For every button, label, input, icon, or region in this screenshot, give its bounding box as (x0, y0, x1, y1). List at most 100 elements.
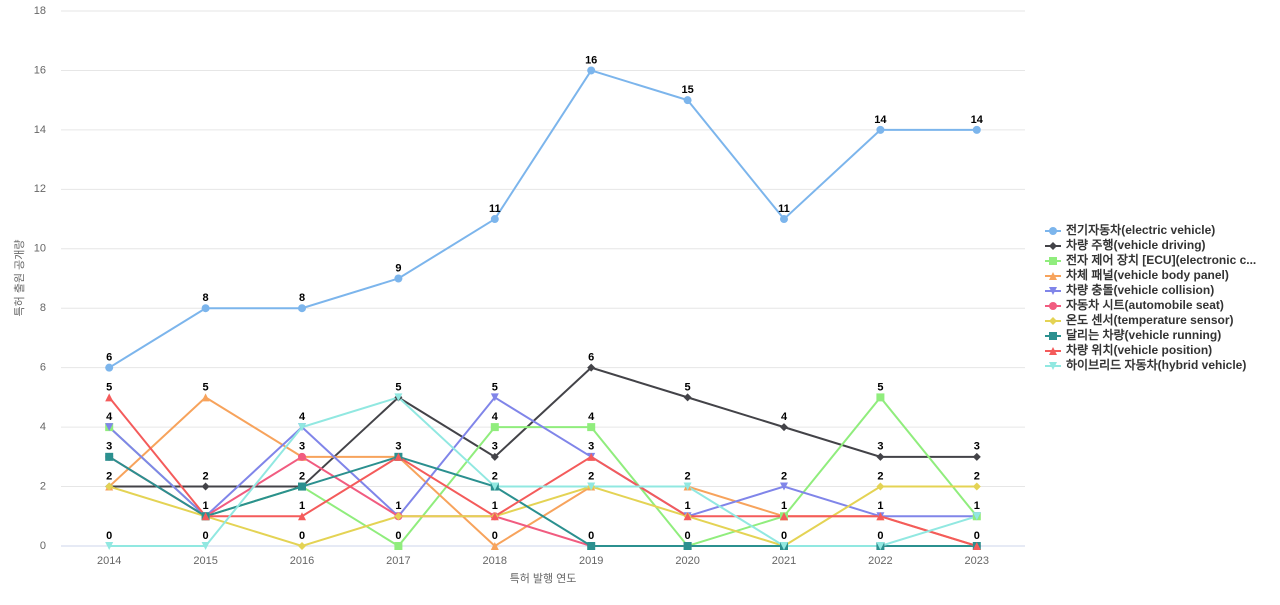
point (1049, 242, 1057, 250)
data-label: 1 (974, 500, 980, 512)
point (298, 542, 306, 550)
legend-item[interactable]: 온도 센서(temperature sensor) (1045, 312, 1234, 327)
point (683, 542, 692, 550)
point (876, 512, 885, 521)
legend-item[interactable]: 차량 위치(vehicle position) (1045, 342, 1212, 357)
x-tick-label: 2023 (965, 555, 989, 567)
data-label: 3 (299, 441, 305, 453)
data-label: 8 (299, 292, 305, 304)
legend-label: 차량 충돌(vehicle collision) (1066, 282, 1214, 297)
x-tick-label: 2019 (579, 555, 603, 567)
point (587, 482, 596, 491)
legend-item[interactable]: 차량 충돌(vehicle collision) (1045, 282, 1214, 297)
point (780, 512, 788, 521)
point (105, 363, 114, 372)
data-label: 0 (106, 530, 112, 542)
point (1049, 347, 1057, 355)
data-label: 2 (203, 470, 209, 482)
legend-label: 달리는 차량(vehicle running) (1066, 327, 1221, 342)
data-label: 4 (106, 411, 113, 423)
data-label: 3 (492, 441, 498, 453)
point (105, 423, 114, 432)
point (683, 393, 692, 402)
data-label: 5 (203, 381, 209, 393)
point (1049, 362, 1057, 370)
y-tick-label: 12 (34, 183, 46, 195)
data-label: 0 (492, 530, 498, 542)
point (972, 512, 981, 521)
point (490, 482, 499, 491)
legend-item[interactable]: 차체 패널(vehicle body panel) (1045, 267, 1229, 282)
data-label: 1 (395, 500, 401, 512)
data-label: 0 (781, 530, 787, 542)
point (201, 482, 210, 491)
data-label: 1 (203, 500, 209, 512)
legend-label: 하이브리드 자동차(hybrid vehicle) (1066, 357, 1246, 372)
series-line (108, 396, 977, 518)
legend-item[interactable]: 하이브리드 자동차(hybrid vehicle) (1045, 357, 1246, 372)
data-label: 6 (588, 352, 594, 364)
point (876, 393, 885, 402)
x-tick-label: 2014 (97, 555, 121, 567)
x-tick-label: 2017 (386, 555, 410, 567)
point (394, 274, 403, 283)
data-label: 0 (685, 530, 691, 542)
legend-label: 자동차 시트(automobile seat) (1066, 297, 1224, 312)
legend-item[interactable]: 차량 주행(vehicle driving) (1045, 237, 1206, 252)
point (683, 512, 692, 521)
data-label: 14 (874, 114, 887, 126)
point (201, 542, 210, 550)
data-label: 3 (974, 441, 980, 453)
point (587, 423, 596, 432)
data-label: 1 (877, 500, 883, 512)
data-label: 2 (877, 470, 883, 482)
point (876, 125, 885, 134)
data-label: 0 (299, 530, 305, 542)
point (490, 512, 499, 521)
legend-item[interactable]: 달리는 차량(vehicle running) (1045, 327, 1221, 342)
point (298, 512, 306, 521)
point (394, 393, 403, 402)
y-tick-label: 2 (40, 480, 46, 492)
data-label: 1 (492, 500, 498, 512)
legend-item[interactable]: 자동차 시트(automobile seat) (1045, 297, 1224, 312)
point (1049, 332, 1057, 340)
series-line (109, 396, 978, 547)
point (780, 542, 788, 550)
data-label: 5 (685, 381, 691, 393)
data-label: 5 (877, 381, 883, 393)
data-label: 2 (781, 470, 787, 482)
point (490, 393, 499, 402)
y-tick-label: 0 (40, 540, 46, 552)
point (298, 304, 306, 313)
point (490, 452, 499, 461)
data-label: 1 (685, 500, 691, 512)
data-label: 15 (681, 84, 693, 96)
data-label: 0 (877, 530, 883, 542)
data-label: 5 (106, 381, 112, 393)
series-line (108, 69, 977, 369)
point (105, 482, 114, 491)
point (1049, 287, 1057, 295)
x-tick-label: 2016 (290, 555, 314, 567)
data-label: 3 (106, 441, 112, 453)
point (394, 542, 403, 550)
point (587, 452, 596, 461)
data-label: 2 (685, 470, 691, 482)
legend-item[interactable]: 전기자동차(electric vehicle) (1045, 222, 1215, 237)
point (683, 482, 692, 491)
legend-item[interactable]: 전자 제어 장치 [ECU](electronic c... (1045, 252, 1256, 267)
y-tick-label: 16 (34, 64, 46, 76)
data-label: 0 (203, 530, 209, 542)
data-label: 16 (585, 54, 597, 66)
point (490, 542, 499, 550)
y-tick-label: 4 (40, 421, 46, 433)
x-tick-label: 2018 (483, 555, 507, 567)
point (1049, 257, 1057, 265)
point (201, 512, 210, 521)
point (394, 512, 403, 521)
x-axis-title: 특허 발행 연도 (510, 572, 577, 585)
y-tick-label: 6 (40, 362, 46, 374)
point (587, 363, 596, 372)
x-tick-label: 2020 (675, 555, 699, 567)
